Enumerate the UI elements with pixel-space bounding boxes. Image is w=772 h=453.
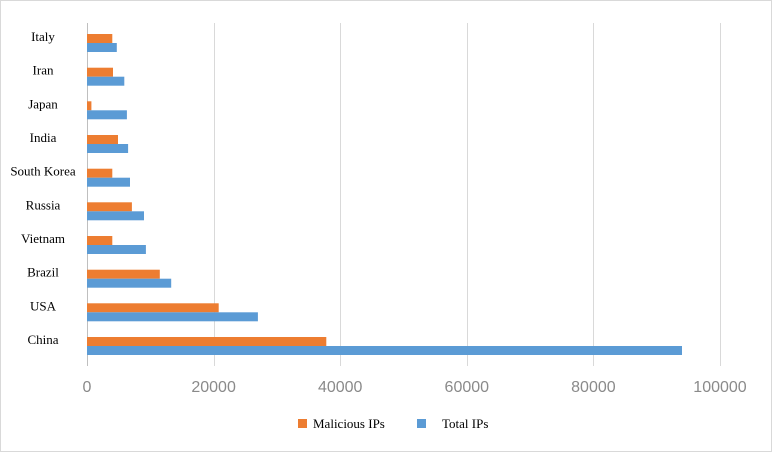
category-label: India — [30, 130, 57, 145]
bar-total-brazil — [87, 278, 172, 288]
x-tick-label: 60000 — [445, 379, 490, 396]
bar-malicious-japan — [87, 101, 92, 111]
x-tick-label: 100000 — [693, 379, 746, 396]
bar-total-china — [87, 346, 682, 355]
category-label: Japan — [28, 96, 58, 111]
category-label: Russia — [26, 197, 61, 212]
bar-total-russia — [87, 211, 144, 221]
bar-malicious-vietnam — [87, 236, 113, 245]
bar-malicious-china — [87, 337, 327, 346]
bar-total-usa — [87, 312, 258, 322]
x-tick-label: 20000 — [191, 379, 236, 396]
legend-swatch — [417, 419, 426, 428]
bar-malicious-usa — [87, 303, 219, 313]
bar-malicious-italy — [87, 34, 113, 43]
category-label: Vietnam — [21, 231, 65, 246]
x-tick-label: 80000 — [571, 379, 616, 396]
legend-swatch — [298, 419, 307, 428]
bar-total-japan — [87, 110, 127, 120]
legend-label: Total IPs — [442, 416, 488, 431]
x-tick-labels: 0 20000 40000 60000 80000 100000 — [83, 379, 747, 396]
category-label: USA — [30, 298, 57, 313]
category-label: Brazil — [27, 265, 59, 280]
bar-total-italy — [87, 43, 117, 52]
x-tick-label: 0 — [83, 379, 92, 396]
category-labels: Italy Iran Japan India South Korea Russia Viet… — [10, 29, 76, 347]
bar-malicious-india — [87, 135, 118, 144]
bar-malicious-russia — [87, 202, 132, 212]
category-label: China — [27, 332, 58, 347]
bar-malicious-brazil — [87, 269, 160, 279]
bars — [87, 34, 682, 355]
bar-total-south-korea — [87, 177, 130, 187]
category-label: Iran — [33, 63, 54, 78]
category-label: South Korea — [10, 164, 76, 179]
legend-label: Malicious IPs — [313, 416, 385, 431]
bar-total-vietnam — [87, 245, 146, 254]
bar-malicious-south-korea — [87, 168, 113, 178]
x-tick-label: 40000 — [318, 379, 363, 396]
bar-total-iran — [87, 76, 125, 86]
legend: Malicious IPs Total IPs — [298, 416, 488, 431]
category-label: Italy — [31, 29, 55, 44]
bar-total-india — [87, 144, 129, 153]
bar-malicious-iran — [87, 67, 113, 77]
